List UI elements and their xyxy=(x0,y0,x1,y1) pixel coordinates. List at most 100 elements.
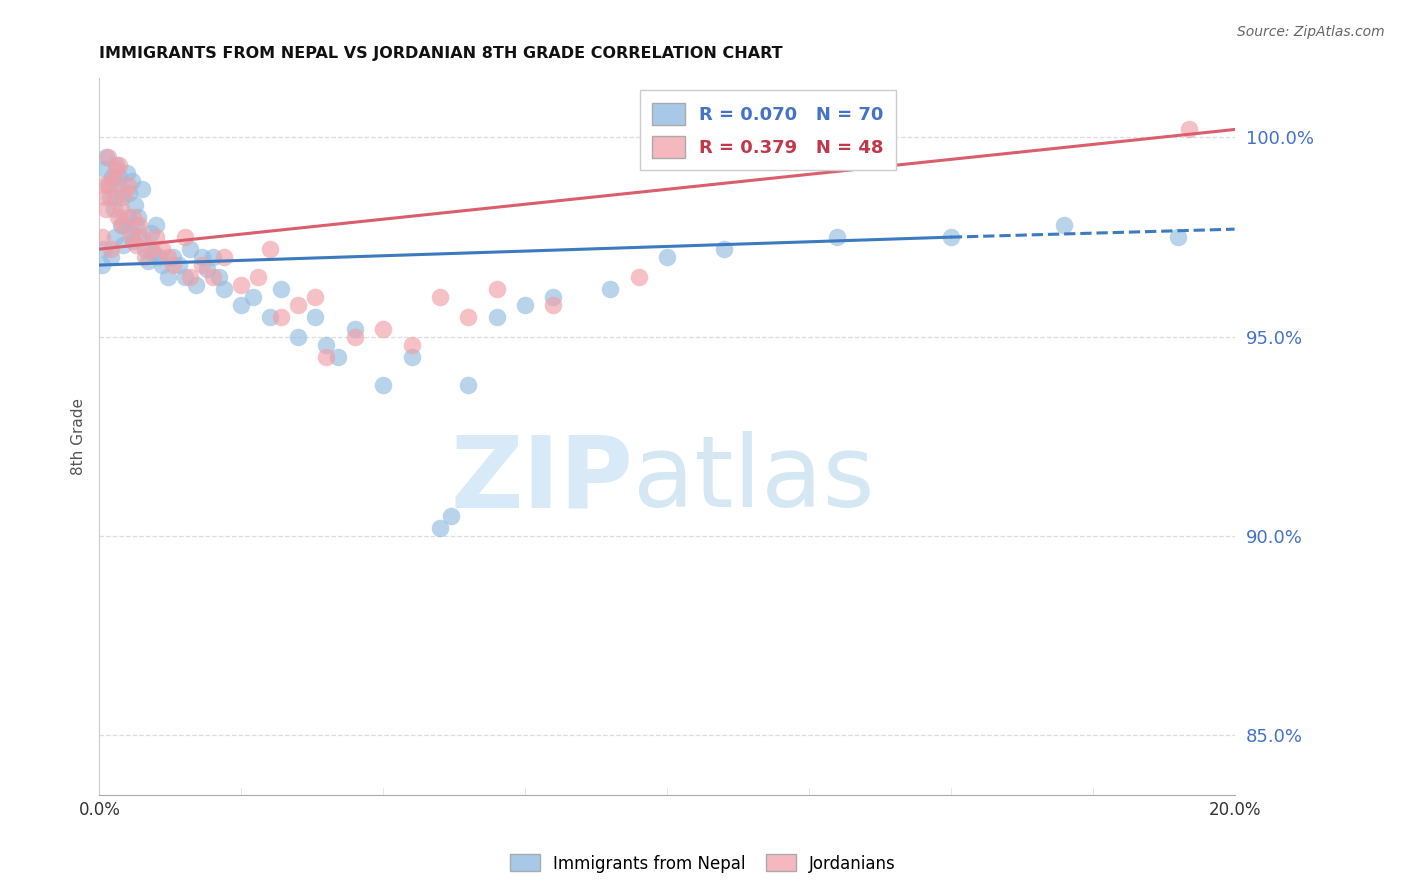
Point xyxy=(373,322,395,336)
Point xyxy=(105,158,128,172)
Point xyxy=(103,202,125,217)
Point xyxy=(96,150,118,164)
Point xyxy=(115,166,138,180)
Point xyxy=(207,270,229,285)
Point xyxy=(150,258,173,272)
Point xyxy=(107,178,129,193)
Point xyxy=(100,242,122,256)
Point xyxy=(104,190,127,204)
Point xyxy=(128,230,150,244)
Point xyxy=(108,158,131,172)
Point xyxy=(91,230,114,244)
Point xyxy=(139,242,162,256)
Point xyxy=(139,226,162,240)
Point xyxy=(117,178,139,193)
Point xyxy=(485,310,508,324)
Point xyxy=(111,190,134,204)
Point xyxy=(134,242,156,256)
Point xyxy=(145,218,167,232)
Point xyxy=(1053,218,1076,232)
Point xyxy=(343,330,366,344)
Point xyxy=(111,218,134,232)
Point xyxy=(513,298,536,312)
Point xyxy=(103,170,125,185)
Point xyxy=(96,202,118,217)
Point xyxy=(125,238,148,252)
Point xyxy=(315,350,337,364)
Point xyxy=(179,242,201,256)
Point xyxy=(173,230,195,244)
Point xyxy=(110,202,132,217)
Point xyxy=(242,290,264,304)
Point xyxy=(655,250,678,264)
Point xyxy=(457,310,479,324)
Point xyxy=(134,250,156,264)
Point xyxy=(127,211,149,225)
Point xyxy=(201,250,224,264)
Point xyxy=(156,250,179,264)
Point xyxy=(259,242,281,256)
Legend: Immigrants from Nepal, Jordanians: Immigrants from Nepal, Jordanians xyxy=(503,847,903,880)
Point xyxy=(343,322,366,336)
Point xyxy=(114,218,136,232)
Point xyxy=(543,290,565,304)
Legend: R = 0.070   N = 70, R = 0.379   N = 48: R = 0.070 N = 70, R = 0.379 N = 48 xyxy=(640,90,897,170)
Point xyxy=(825,230,848,244)
Point xyxy=(94,190,117,204)
Point xyxy=(939,230,962,244)
Point xyxy=(118,186,141,201)
Point xyxy=(440,509,463,524)
Point xyxy=(117,211,139,225)
Point xyxy=(91,258,114,272)
Text: ZIP: ZIP xyxy=(450,431,633,528)
Point xyxy=(131,230,153,244)
Point xyxy=(97,178,120,193)
Point xyxy=(124,198,146,212)
Point xyxy=(287,330,309,344)
Text: 0.0%: 0.0% xyxy=(79,801,121,819)
Point xyxy=(167,258,190,272)
Point xyxy=(120,226,142,240)
Point xyxy=(231,277,253,292)
Point xyxy=(131,182,153,196)
Point xyxy=(122,211,145,225)
Point xyxy=(1178,122,1201,136)
Point xyxy=(162,250,184,264)
Point xyxy=(214,250,236,264)
Point xyxy=(457,377,479,392)
Point xyxy=(247,270,270,285)
Point xyxy=(100,250,122,264)
Point xyxy=(98,178,121,193)
Point xyxy=(93,178,115,193)
Point xyxy=(401,350,423,364)
Point xyxy=(315,338,337,352)
Point xyxy=(142,246,165,260)
Point xyxy=(429,290,451,304)
Point xyxy=(97,150,120,164)
Point xyxy=(373,377,395,392)
Point xyxy=(543,298,565,312)
Point xyxy=(173,270,195,285)
Point xyxy=(304,310,326,324)
Point xyxy=(156,270,179,285)
Point xyxy=(599,282,621,296)
Point xyxy=(179,270,201,285)
Point xyxy=(195,262,218,277)
Point xyxy=(214,282,236,296)
Point xyxy=(429,521,451,535)
Point xyxy=(162,258,184,272)
Point xyxy=(107,211,129,225)
Point xyxy=(104,230,127,244)
Text: Source: ZipAtlas.com: Source: ZipAtlas.com xyxy=(1237,25,1385,39)
Point xyxy=(120,230,142,244)
Point xyxy=(145,230,167,244)
Point xyxy=(713,242,735,256)
Y-axis label: 8th Grade: 8th Grade xyxy=(72,398,86,475)
Point xyxy=(304,290,326,304)
Point xyxy=(98,190,121,204)
Point xyxy=(190,250,212,264)
Point xyxy=(201,270,224,285)
Point xyxy=(326,350,349,364)
Point xyxy=(231,298,253,312)
Point xyxy=(125,218,148,232)
